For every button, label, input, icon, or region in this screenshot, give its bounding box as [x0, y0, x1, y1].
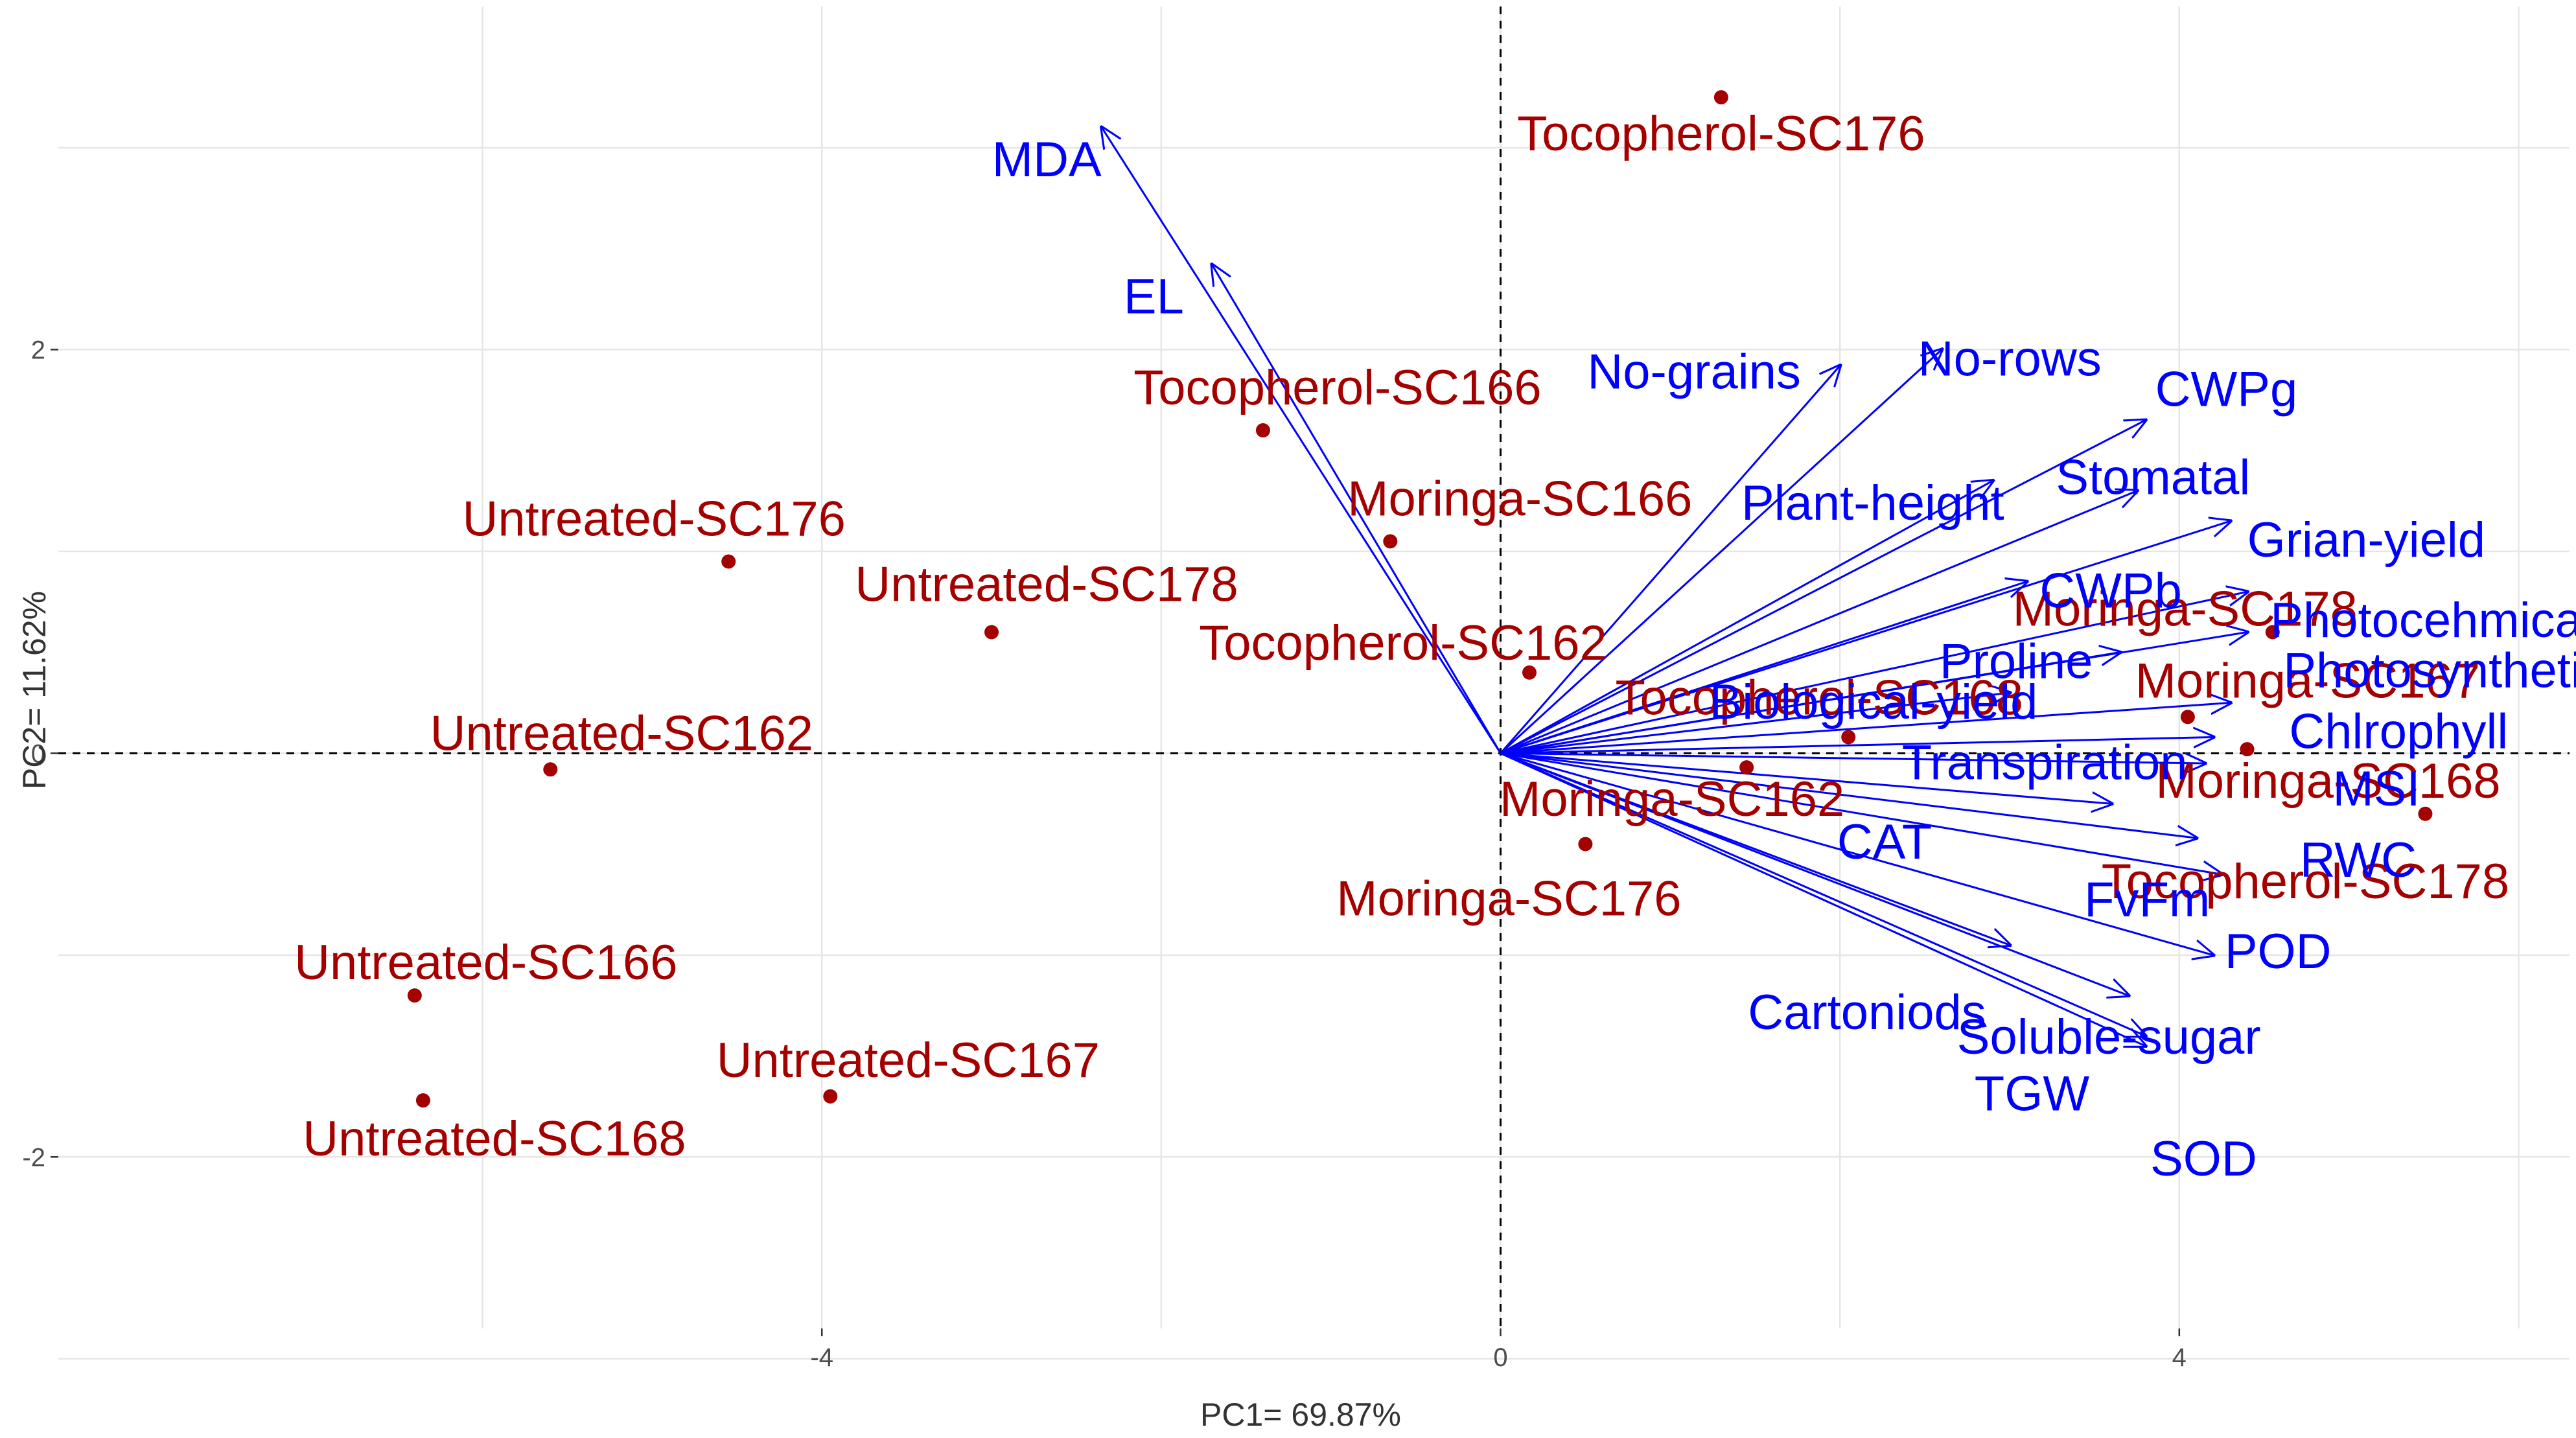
variable-label: Transpiration: [1902, 735, 2188, 790]
variable-label: Plant-height: [1741, 476, 2004, 531]
y-tick-label: 2: [31, 336, 45, 364]
variable-label: CAT: [1837, 815, 1932, 870]
y-tick-label: 0: [31, 739, 45, 768]
variable-arrow: [1500, 752, 2222, 874]
variable-arrow: [1500, 491, 2137, 754]
variable-arrow: [1500, 752, 2196, 838]
observation-point: [1255, 423, 1270, 438]
variable-arrow: [1500, 481, 1993, 754]
x-tick-label: -4: [810, 1343, 833, 1372]
variable-label: RWC: [2300, 833, 2417, 888]
variable-arrow: [1500, 365, 1840, 754]
variable-label: Chlrophyll: [2289, 704, 2508, 760]
y-tick-label: -2: [22, 1143, 45, 1172]
observation-label: Moringa-SC167: [2135, 653, 2480, 708]
observation-label: Untreated-SC166: [294, 935, 677, 990]
variable-arrow: [1500, 703, 2231, 754]
variable-label: Photosynthetic: [2283, 643, 2576, 698]
observation-label: Moringa-SC162: [1500, 772, 1844, 827]
variable-arrow: [1500, 737, 2214, 754]
observation-label: Untreated-SC168: [303, 1111, 686, 1166]
observation-label: Moringa-SC178: [2013, 581, 2358, 636]
variable-arrow: [1500, 653, 2120, 754]
x-tick-label: 4: [2172, 1343, 2187, 1372]
variable-arrows: [1102, 128, 2247, 1046]
observation-label: Moringa-SC168: [2155, 754, 2500, 809]
observation-label: Tocopherol-SC168: [1615, 670, 2023, 725]
variable-arrow: [1102, 128, 1502, 754]
variable-label: MSI: [2333, 761, 2420, 817]
variable-label: Biological-yield: [1710, 675, 2038, 730]
observation-point: [984, 625, 999, 640]
observation-point: [2240, 742, 2255, 757]
x-axis-label: PC1= 69.87%: [1200, 1397, 1401, 1433]
observation-point: [1713, 90, 1728, 105]
variable-arrow: [1500, 693, 2010, 754]
observation-label: Tocopherol-SC162: [1199, 616, 1607, 671]
variable-label: Soluble-sugar: [1957, 1010, 2261, 1065]
observation-point: [1578, 837, 1593, 852]
observation-label: Tocopherol-SC176: [1517, 106, 1925, 161]
observation-point: [1522, 665, 1537, 680]
variable-arrow: [1500, 752, 2146, 1046]
variable-arrow: [1500, 752, 2146, 1036]
variable-arrow: [1500, 752, 2112, 804]
observation-point: [543, 762, 558, 777]
variable-label: POD: [2225, 924, 2332, 979]
observation-label: Untreated-SC162: [430, 706, 813, 761]
variable-arrow: [1500, 752, 2129, 995]
variable-arrow: [1500, 753, 2205, 763]
observation-label: Moringa-SC176: [1336, 872, 1681, 927]
observation-point: [721, 554, 736, 569]
variable-label: FvFm: [2084, 872, 2210, 927]
observation-point: [2265, 625, 2280, 640]
x-tick-label: 0: [1493, 1343, 1507, 1372]
grid-minor: [58, 146, 2570, 1360]
variable-label: Cartoniods: [1748, 985, 1986, 1040]
variable-label: MDA: [992, 132, 1102, 187]
observation-label: Untreated-SC176: [462, 491, 845, 546]
variable-label: SOD: [2150, 1131, 2257, 1187]
variable-label: CWPb: [2039, 564, 2182, 619]
observation-label: Untreated-SC178: [855, 557, 1238, 612]
reference-lines: [58, 6, 2570, 1328]
observation-label: Tocopherol-SC178: [2102, 854, 2510, 909]
observation-point: [1383, 534, 1398, 549]
observation-point: [1841, 730, 1856, 745]
observation-point: [1739, 760, 1754, 775]
variable-arrow: [1212, 265, 1502, 754]
variable-arrow: [1500, 592, 2247, 754]
observation-label: Tocopherol-SC166: [1133, 360, 1542, 415]
observation-labels: Tocopherol-SC176 Tocopherol-SC166 Moringa-…: [294, 106, 2509, 1166]
observation-label: Moringa-SC166: [1347, 471, 1692, 526]
observation-point: [823, 1089, 838, 1104]
variable-label: Grian-yield: [2247, 513, 2485, 568]
variable-labels: MDA EL No-grains No-rows Plant-height CWPg Sto…: [992, 132, 2576, 1187]
variable-label: Photocehmical: [2270, 593, 2576, 648]
axis-ticks: -4 0 4 -2 0 2: [22, 336, 2187, 1372]
variable-arrow: [1500, 420, 2146, 754]
variable-arrow: [1500, 349, 1942, 754]
observation-point: [2180, 710, 2195, 725]
variable-label: No-grains: [1587, 344, 1800, 399]
variable-label: Stomatal: [2056, 450, 2250, 505]
variable-label: TGW: [1975, 1066, 2090, 1121]
variable-label: CWPg: [2155, 362, 2298, 417]
y-axis-label: PC2= 11.62%: [16, 591, 52, 789]
observation-point: [2418, 806, 2433, 821]
variable-label: Proline: [1940, 634, 2093, 690]
observation-point: [407, 988, 422, 1003]
observation-point: [415, 1093, 430, 1108]
variable-arrow: [1500, 752, 2214, 955]
variable-arrow: [1500, 582, 2027, 754]
variable-label: No-rows: [1918, 331, 2102, 386]
observation-label: Untreated-SC167: [717, 1033, 1100, 1088]
variable-label: EL: [1124, 270, 1184, 325]
observation-points: [407, 90, 2433, 1108]
